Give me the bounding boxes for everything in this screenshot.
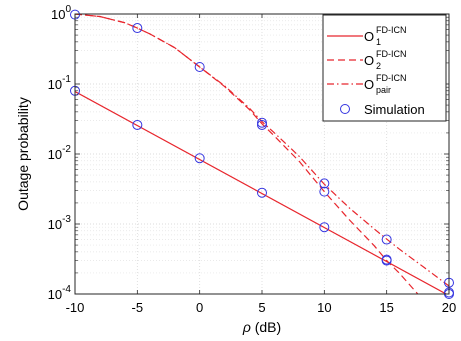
simulation-marker	[194, 153, 205, 164]
series-line-1	[75, 91, 448, 294]
y-tick-base: 10	[51, 7, 65, 22]
simulation-marker	[257, 117, 267, 128]
legend-marker-simulation	[340, 104, 350, 114]
simulation-marker	[194, 61, 205, 72]
simulation-marker	[319, 178, 330, 189]
y-tick-exponent: -1	[62, 74, 71, 85]
y-tick-exponent: 0	[65, 4, 71, 15]
y-tick-exponent: -2	[62, 144, 71, 155]
x-axis-label-rho: ρ	[242, 319, 251, 335]
x-tick-label: 15	[379, 300, 393, 315]
legend-superscript: FD-ICN	[376, 25, 407, 35]
x-tick-label: 5	[258, 300, 265, 315]
legend-superscript: FD-ICN	[376, 73, 407, 83]
legend-label-1: O	[364, 29, 374, 44]
legend-label-pair: O	[364, 77, 374, 92]
legend-box	[322, 14, 447, 122]
y-tick-exponent: -4	[62, 284, 71, 295]
y-tick-label: 10-2	[48, 144, 72, 162]
simulation-marker	[257, 119, 267, 130]
simulation-marker	[381, 234, 392, 245]
x-axis-label-unit: (dB)	[251, 319, 281, 335]
y-tick-base: 10	[48, 287, 62, 302]
x-axis-label: ρ (dB)	[242, 319, 281, 335]
x-tick-label: -5	[132, 300, 144, 315]
y-tick-label: 10-1	[48, 74, 72, 92]
series-layer	[75, 14, 449, 294]
series-line-pair	[75, 14, 449, 287]
x-tick-label: 20	[442, 300, 456, 315]
legend-symbol: O	[364, 29, 374, 44]
legend-symbol: O	[364, 77, 374, 92]
simulation-marker	[257, 187, 267, 198]
simulation-marker	[132, 119, 143, 130]
simulation-marker	[381, 254, 392, 265]
x-tick-label: -10	[66, 300, 85, 315]
y-tick-exponent: -3	[62, 214, 71, 225]
y-tick-base: 10	[48, 77, 62, 92]
simulation-marker	[319, 222, 330, 233]
plot-area	[70, 9, 454, 299]
simulation-marker	[319, 186, 330, 197]
y-tick-label: 10-3	[48, 214, 72, 232]
legend-label-2: O	[364, 53, 374, 68]
simulation-marker	[132, 23, 143, 34]
y-axis-label: Outage probability	[15, 97, 31, 211]
legend-symbol: O	[364, 53, 374, 68]
legend-superscript: FD-ICN	[376, 49, 407, 59]
series-line-2	[75, 14, 419, 294]
x-tick-label: 0	[196, 300, 203, 315]
x-tick-label: 10	[317, 300, 331, 315]
y-tick-label: 10-4	[48, 284, 72, 302]
legend-subscript: pair	[376, 85, 391, 95]
marker-layer	[70, 9, 454, 299]
y-tick-base: 10	[48, 147, 62, 162]
grid	[74, 13, 450, 295]
legend-subscript: 2	[376, 61, 381, 71]
legend-label-simulation: Simulation	[364, 102, 425, 117]
x-tick-labels: -10 -5 0 5 10 15 20	[66, 300, 457, 315]
y-tick-label: 100	[51, 4, 71, 22]
y-tick-base: 10	[48, 217, 62, 232]
legend-subscript: 1	[376, 37, 381, 47]
